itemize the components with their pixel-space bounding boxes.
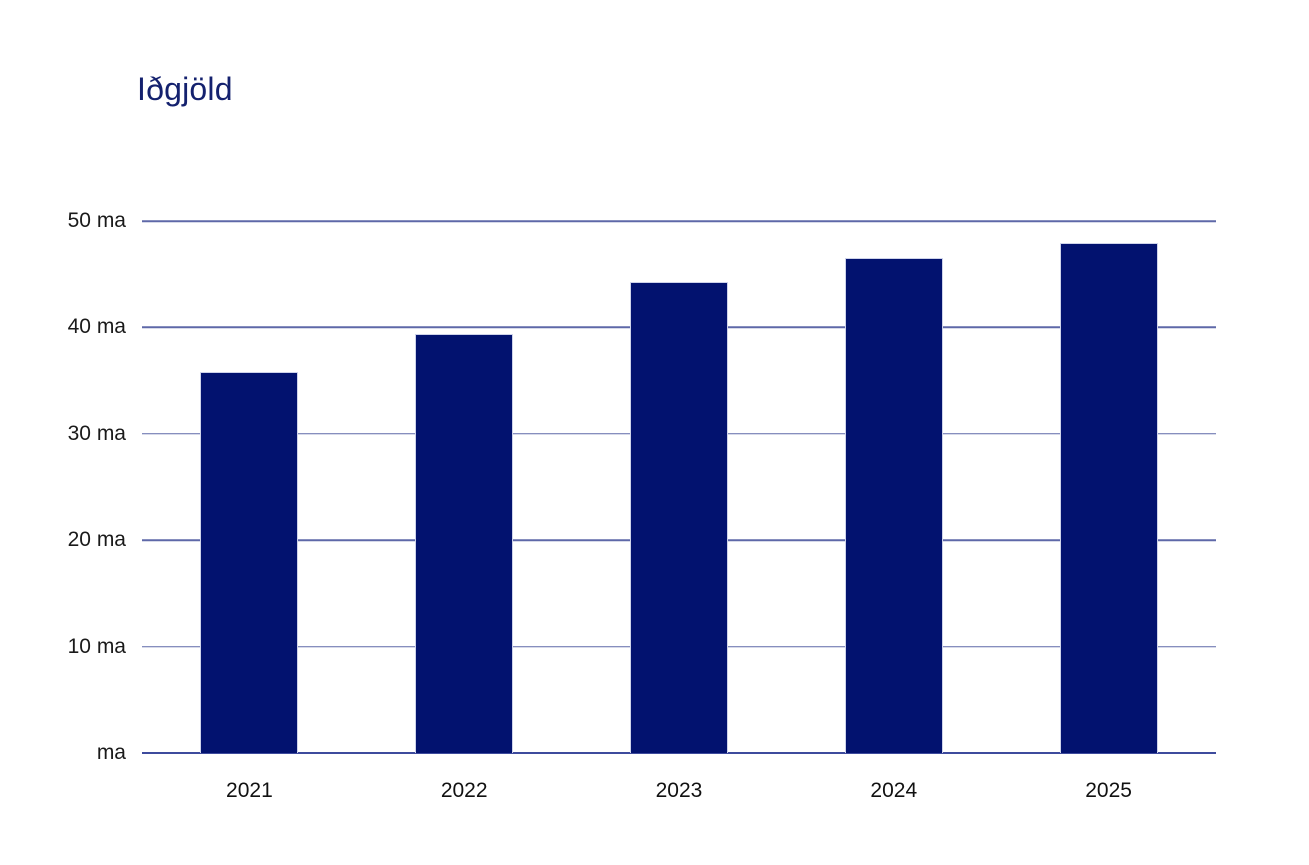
x-axis-labels: 2021 2022 2023 2024 2025 (142, 779, 1216, 803)
bar-band-2023 (572, 221, 787, 753)
x-axis-tick-label: 2022 (440, 779, 488, 802)
gridline-50 (142, 220, 1216, 222)
y-axis-tick-label: 30 ma (67, 421, 126, 445)
bar-series (142, 221, 1216, 753)
x-axis-tick-label: 2023 (655, 779, 703, 802)
plot-area (142, 220, 1216, 754)
bar-band-2024 (786, 221, 1001, 753)
bar-2025[interactable] (1059, 243, 1158, 753)
bar-band-2021 (142, 221, 357, 753)
bar-2023[interactable] (629, 281, 728, 753)
bar-2024[interactable] (844, 258, 943, 753)
bar-2021[interactable] (200, 372, 299, 753)
y-axis-tick-label: 40 ma (67, 315, 126, 339)
y-axis-tick-label: 50 ma (67, 209, 126, 232)
bar-2022[interactable] (415, 333, 514, 753)
bar-band-2025 (1001, 221, 1216, 753)
chart-title: Iðgjöld (137, 71, 233, 107)
x-axis-tick-label: 2021 (226, 779, 273, 802)
y-axis-tick-label: 20 ma (67, 528, 126, 552)
y-axis-tick-label: ma (96, 741, 126, 764)
y-axis-tick-label: 10 ma (67, 634, 126, 658)
x-axis-line (142, 752, 1216, 754)
x-axis-tick-label: 2025 (1085, 779, 1132, 802)
bar-band-2022 (357, 221, 572, 753)
x-axis-tick-label: 2024 (870, 779, 918, 802)
